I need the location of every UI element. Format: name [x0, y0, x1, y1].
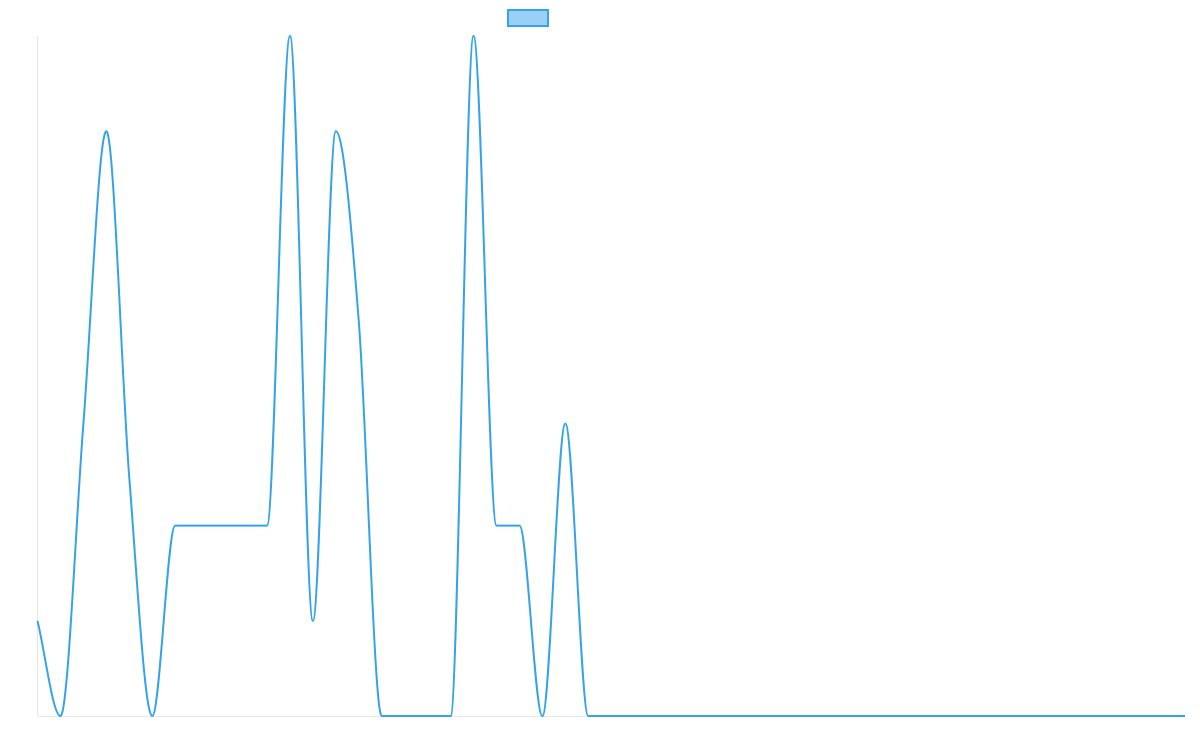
data-point[interactable]: [356, 319, 362, 325]
data-point[interactable]: [792, 713, 798, 719]
data-point[interactable]: [379, 713, 385, 719]
data-point[interactable]: [448, 713, 454, 719]
data-point[interactable]: [884, 713, 890, 719]
data-point[interactable]: [516, 523, 522, 529]
data-point[interactable]: [1136, 713, 1142, 719]
data-point[interactable]: [654, 713, 660, 719]
data-point[interactable]: [700, 713, 706, 719]
data-point[interactable]: [815, 713, 821, 719]
data-point[interactable]: [402, 713, 408, 719]
data-point[interactable]: [562, 421, 568, 427]
data-point[interactable]: [539, 713, 545, 719]
series-line: [36, 35, 1185, 717]
data-point[interactable]: [333, 128, 339, 134]
data-point[interactable]: [494, 523, 500, 529]
data-point[interactable]: [1044, 713, 1050, 719]
data-point[interactable]: [769, 713, 775, 719]
data-point[interactable]: [975, 713, 981, 719]
data-point[interactable]: [425, 713, 431, 719]
data-point[interactable]: [218, 523, 224, 529]
data-point[interactable]: [471, 33, 477, 39]
points-layer: [35, 33, 1189, 719]
data-point[interactable]: [723, 713, 729, 719]
data-point[interactable]: [1113, 713, 1119, 719]
data-point[interactable]: [838, 713, 844, 719]
data-point[interactable]: [1067, 713, 1073, 719]
data-point[interactable]: [1021, 713, 1027, 719]
data-point[interactable]: [998, 713, 1004, 719]
data-point[interactable]: [1090, 713, 1096, 719]
data-point[interactable]: [241, 523, 247, 529]
data-point[interactable]: [953, 713, 959, 719]
data-point[interactable]: [57, 713, 63, 719]
data-point[interactable]: [1159, 713, 1165, 719]
series-layer: [36, 35, 1185, 717]
data-point[interactable]: [149, 713, 155, 719]
data-point[interactable]: [677, 713, 683, 719]
data-point[interactable]: [172, 523, 178, 529]
data-point[interactable]: [608, 713, 614, 719]
data-point[interactable]: [861, 713, 867, 719]
data-point[interactable]: [907, 713, 913, 719]
data-point[interactable]: [631, 713, 637, 719]
data-point[interactable]: [195, 523, 201, 529]
data-point[interactable]: [35, 618, 41, 624]
data-point[interactable]: [264, 523, 270, 529]
data-point[interactable]: [746, 713, 752, 719]
data-point[interactable]: [287, 33, 293, 39]
legend-swatch[interactable]: [507, 9, 549, 27]
data-point[interactable]: [1182, 713, 1188, 719]
data-point[interactable]: [126, 475, 132, 481]
data-point[interactable]: [80, 421, 86, 427]
data-point[interactable]: [103, 128, 109, 134]
data-point[interactable]: [310, 618, 316, 624]
legend: [507, 9, 549, 27]
data-point[interactable]: [585, 713, 591, 719]
data-point[interactable]: [930, 713, 936, 719]
